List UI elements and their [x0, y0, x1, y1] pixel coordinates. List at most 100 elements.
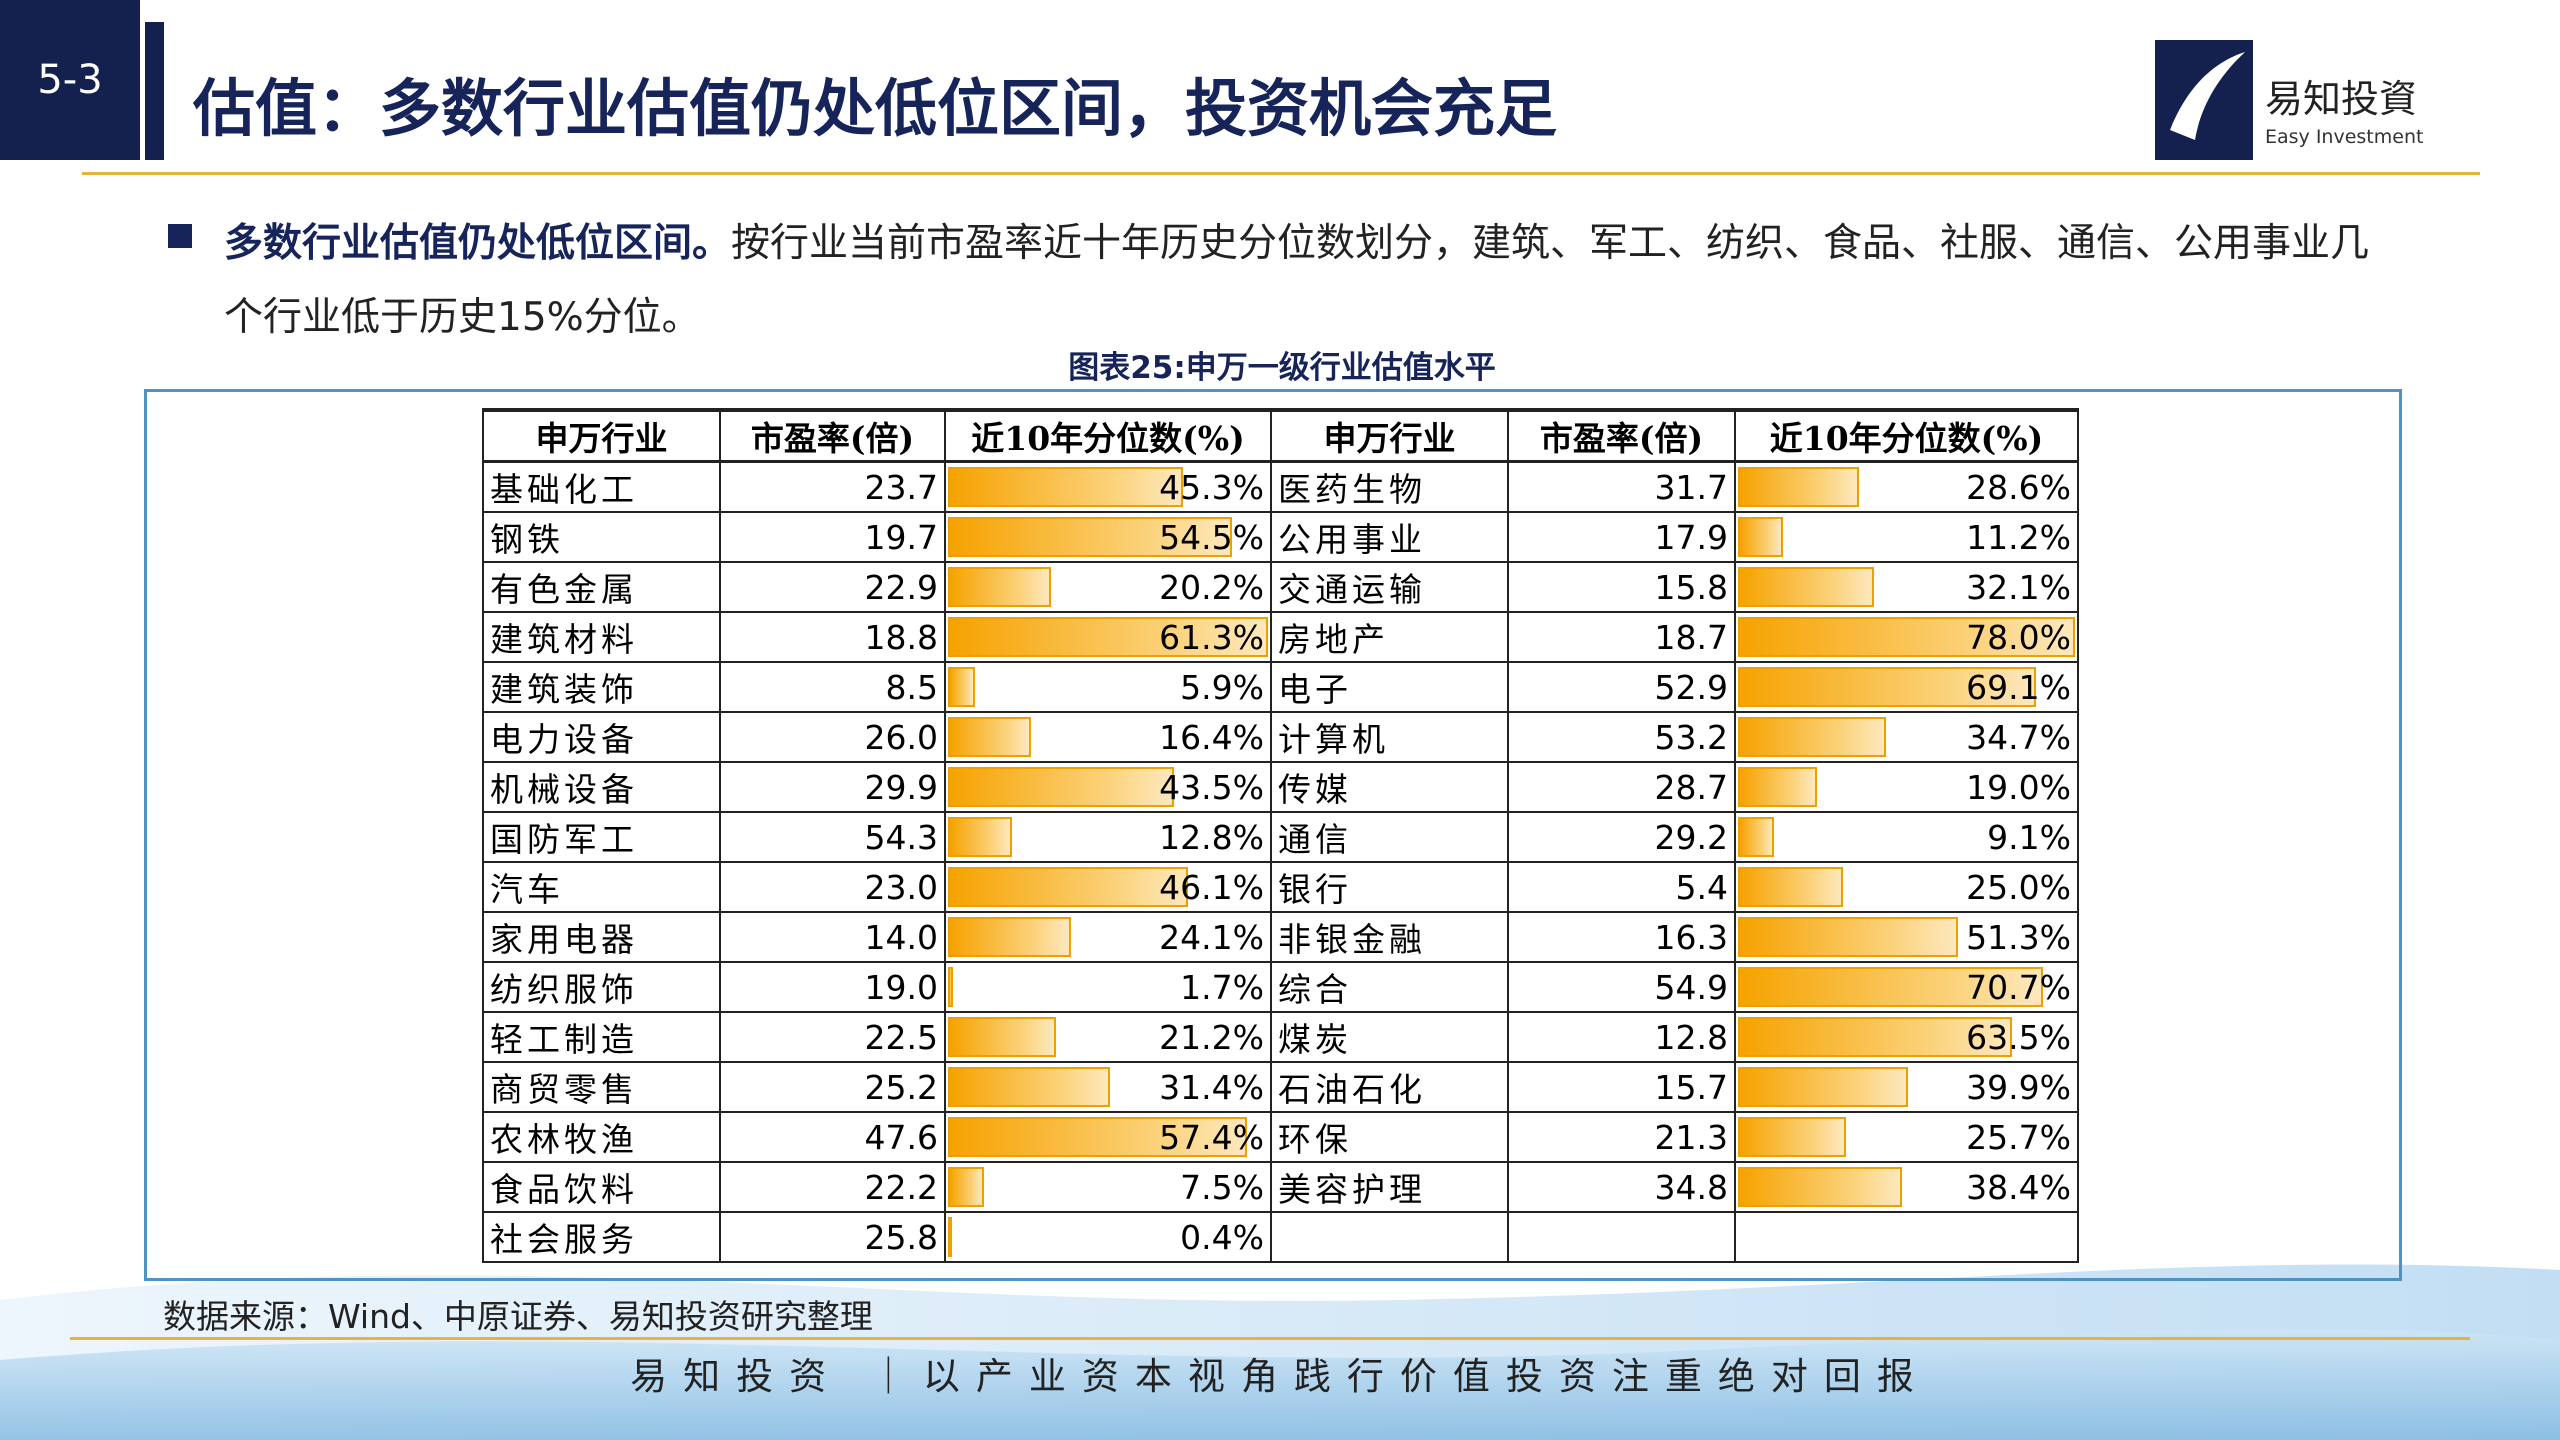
percentile-label: 61.3%: [1159, 617, 1264, 657]
pe-cell: 22.5: [719, 1011, 946, 1063]
percentile-cell: 54.5%: [944, 511, 1272, 563]
percentile-cell: 70.7%: [1734, 961, 2079, 1013]
percentile-label: 25.0%: [1966, 867, 2071, 907]
percentile-label: 57.4%: [1159, 1117, 1264, 1157]
percentile-label: 19.0%: [1966, 767, 2071, 807]
percentile-label: 63.5%: [1966, 1017, 2071, 1057]
percentile-cell: 0.4%: [944, 1211, 1272, 1263]
percentile-cell: 24.1%: [944, 911, 1272, 963]
pe-cell: 25.8: [719, 1211, 946, 1263]
industry-cell: 银行: [1270, 861, 1509, 913]
data-bar: [948, 867, 1188, 907]
footer-slogan: 易知投资 ｜以产业资本视角践行价值投资注重绝对回报: [630, 1355, 1930, 1398]
data-bar: [948, 1067, 1110, 1107]
bullet-marker: [168, 224, 192, 248]
data-bar: [948, 467, 1184, 507]
data-bar: [948, 767, 1174, 807]
pe-cell: 52.9: [1507, 661, 1736, 713]
table-row: 有色金属 22.9 20.2% 交通运输 15.8 32.1%: [482, 561, 2079, 613]
data-bar: [1738, 1067, 1909, 1107]
data-bar: [948, 1017, 1057, 1057]
industry-cell: 纺织服饰: [482, 961, 721, 1013]
table-row: 建筑材料 18.8 61.3% 房地产 18.7 78.0%: [482, 611, 2079, 663]
percentile-label: 21.2%: [1159, 1017, 1264, 1057]
industry-cell: 电子: [1270, 661, 1509, 713]
percentile-label: 38.4%: [1966, 1167, 2071, 1207]
table-row: 机械设备 29.9 43.5% 传媒 28.7 19.0%: [482, 761, 2079, 813]
source-note: 数据来源：Wind、中原证券、易知投资研究整理: [163, 1297, 873, 1336]
percentile-label: 28.6%: [1966, 467, 2071, 507]
table-row: 基础化工 23.7 45.3% 医药生物 31.7 28.6%: [482, 460, 2079, 513]
table-row: 商贸零售 25.2 31.4% 石油石化 15.7 39.9%: [482, 1061, 2079, 1113]
industry-cell: 建筑装饰: [482, 661, 721, 713]
empty-cell: [1507, 1211, 1736, 1263]
industry-cell: 机械设备: [482, 761, 721, 813]
percentile-label: 24.1%: [1159, 917, 1264, 957]
percentile-label: 69.1%: [1966, 667, 2071, 707]
industry-cell: 国防军工: [482, 811, 721, 863]
table-row: 国防军工 54.3 12.8% 通信 29.2 9.1%: [482, 811, 2079, 863]
percentile-cell: 31.4%: [944, 1061, 1272, 1113]
percentile-cell: 28.6%: [1734, 460, 2079, 513]
percentile-cell: 12.8%: [944, 811, 1272, 863]
data-bar: [1738, 967, 2044, 1007]
percentile-cell: 38.4%: [1734, 1161, 2079, 1213]
industry-cell: 交通运输: [1270, 561, 1509, 613]
header-cell: 申万行业: [1270, 408, 1509, 463]
pe-cell: 22.2: [719, 1161, 946, 1213]
empty-cell: [1734, 1211, 2079, 1263]
percentile-label: 54.5%: [1159, 517, 1264, 557]
percentile-cell: 43.5%: [944, 761, 1272, 813]
industry-cell: 食品饮料: [482, 1161, 721, 1213]
table-row: 纺织服饰 19.0 1.7% 综合 54.9 70.7%: [482, 961, 2079, 1013]
industry-cell: 汽车: [482, 861, 721, 913]
percentile-label: 9.1%: [1987, 817, 2071, 857]
slide-title: 估值：多数行业估值仍处低位区间，投资机会充足: [193, 72, 1558, 145]
percentile-label: 78.0%: [1966, 617, 2071, 657]
percentile-label: 7.5%: [1180, 1167, 1264, 1207]
industry-cell: 石油石化: [1270, 1061, 1509, 1113]
percentile-cell: 25.0%: [1734, 861, 2079, 913]
pe-cell: 19.0: [719, 961, 946, 1013]
data-bar: [1738, 517, 1783, 557]
industry-cell: 煤炭: [1270, 1011, 1509, 1063]
percentile-cell: 69.1%: [1734, 661, 2079, 713]
pe-cell: 23.7: [719, 460, 946, 513]
pe-cell: 18.8: [719, 611, 946, 663]
percentile-cell: 5.9%: [944, 661, 1272, 713]
percentile-label: 12.8%: [1159, 817, 1264, 857]
header-row: 申万行业 市盈率(倍) 近10年分位数(%) 申万行业 市盈率(倍) 近10年分位数(%): [482, 408, 2079, 463]
pe-cell: 8.5: [719, 661, 946, 713]
data-bar: [948, 817, 1012, 857]
bullet-bold: 多数行业估值仍处低位区间。: [224, 221, 732, 266]
table-row: 汽车 23.0 46.1% 银行 5.4 25.0%: [482, 861, 2079, 913]
percentile-label: 5.9%: [1180, 667, 1264, 707]
percentile-label: 1.7%: [1180, 967, 1264, 1007]
percentile-cell: 11.2%: [1734, 511, 2079, 563]
percentile-cell: 7.5%: [944, 1161, 1272, 1213]
industry-cell: 基础化工: [482, 460, 721, 513]
pe-cell: 26.0: [719, 711, 946, 763]
industry-cell: 商贸零售: [482, 1061, 721, 1113]
percentile-cell: 9.1%: [1734, 811, 2079, 863]
pe-cell: 19.7: [719, 511, 946, 563]
section-number: 5-3: [0, 0, 140, 160]
industry-cell: 房地产: [1270, 611, 1509, 663]
percentile-cell: 34.7%: [1734, 711, 2079, 763]
pe-cell: 14.0: [719, 911, 946, 963]
header-cell: 近10年分位数(%): [944, 408, 1272, 463]
data-bar: [1738, 867, 1844, 907]
percentile-label: 70.7%: [1966, 967, 2071, 1007]
table-row: 轻工制造 22.5 21.2% 煤炭 12.8 63.5%: [482, 1011, 2079, 1063]
pe-cell: 47.6: [719, 1111, 946, 1163]
table-frame: [144, 389, 2402, 1281]
percentile-label: 51.3%: [1966, 917, 2071, 957]
industry-cell: 电力设备: [482, 711, 721, 763]
percentile-label: 16.4%: [1159, 717, 1264, 757]
percentile-cell: 57.4%: [944, 1111, 1272, 1163]
pe-cell: 17.9: [1507, 511, 1736, 563]
industry-cell: 通信: [1270, 811, 1509, 863]
header-cell: 近10年分位数(%): [1734, 408, 2079, 463]
industry-cell: 医药生物: [1270, 460, 1509, 513]
